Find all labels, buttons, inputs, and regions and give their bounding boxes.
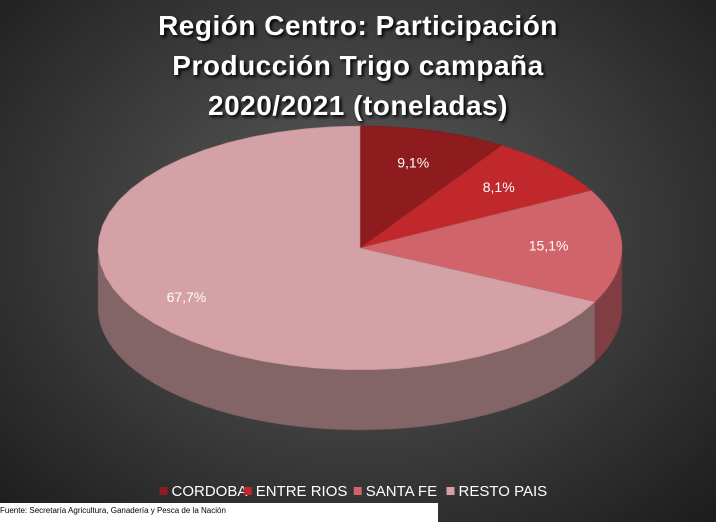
pie-slice (359, 145, 592, 249)
legend: CORDOBA ENTRE RIOS SANTA FE RESTO PAIS (159, 483, 548, 500)
legend-label: SANTA FE (366, 483, 437, 500)
chart-title: Región Centro: Participación Producción … (158, 10, 558, 121)
legend-marker (353, 487, 362, 495)
data-label: 67,7% (167, 289, 207, 305)
data-label: 8,1% (483, 179, 515, 195)
source-note: Fuente: Secretaría Agricultura, Ganaderí… (0, 503, 438, 522)
legend-label: RESTO PAIS (459, 483, 548, 500)
chart: 9,1% 8,1% 15,1% 67,7% CORDOBA ENTRE RIOS SANTA… (97, 125, 623, 500)
legend-marker (446, 487, 455, 495)
pie-slice (97, 125, 596, 371)
legend-label: ENTRE RIOS (256, 483, 348, 500)
legend-label: CORDOBA (172, 483, 248, 500)
pie-slice (359, 190, 623, 303)
data-label: 15,1% (529, 237, 569, 253)
data-label: 9,1% (397, 154, 429, 170)
legend-marker (243, 487, 252, 495)
pie-slice (359, 125, 503, 249)
legend-marker (159, 487, 168, 495)
